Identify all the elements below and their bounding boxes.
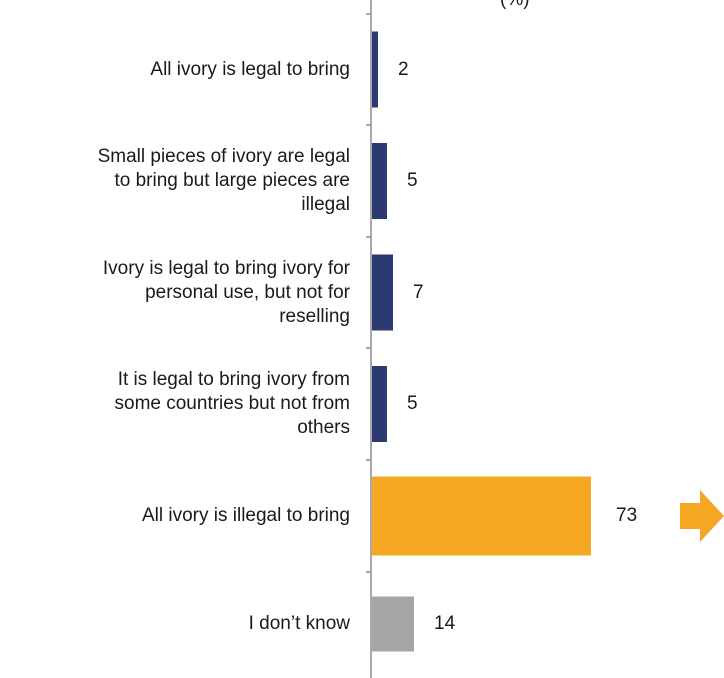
category-label: Small pieces of ivory are legal to bring …	[5, 145, 350, 217]
data-label: 7	[413, 281, 424, 303]
category-label-line: illegal	[301, 194, 350, 215]
data-label: 5	[407, 393, 418, 414]
category-label-line: some countries but not from	[114, 393, 351, 414]
bar	[372, 254, 393, 331]
category-label-line: personal use, but not for	[145, 281, 350, 303]
data-label: 73	[616, 505, 638, 526]
data-label: 5	[407, 170, 418, 191]
category-label: All ivory is legal to bring	[5, 58, 350, 82]
bar	[372, 476, 591, 556]
category-label: Ivory is legal to bring ivory for persona…	[5, 257, 350, 329]
data-label: 2	[398, 58, 409, 80]
category-label-line: Ivory is legal to bring ivory for	[102, 257, 350, 279]
bar	[372, 31, 378, 108]
category-label: I don’t know	[5, 612, 350, 636]
bar	[372, 143, 387, 219]
category-label: All ivory is illegal to bring	[5, 504, 350, 528]
highlight-arrow-icon	[680, 490, 724, 542]
category-label-line: It is legal to bring ivory from	[117, 369, 350, 390]
data-label: 14	[434, 613, 456, 634]
category-label-line: All ivory is illegal to bring	[141, 505, 350, 526]
bar	[372, 596, 414, 652]
category-label-line: reselling	[279, 305, 350, 327]
category-label: It is legal to bring ivory from some coun…	[5, 368, 351, 440]
bar	[372, 366, 387, 442]
category-label-line: I don’t know	[248, 613, 350, 634]
category-label-line: others	[297, 417, 350, 438]
category-label-line: Small pieces of ivory are legal	[97, 146, 350, 167]
category-label-line: to bring but large pieces are	[114, 170, 350, 191]
chart-title-fragment: (%)	[500, 0, 530, 11]
category-label-line: All ivory is legal to bring	[150, 58, 350, 80]
